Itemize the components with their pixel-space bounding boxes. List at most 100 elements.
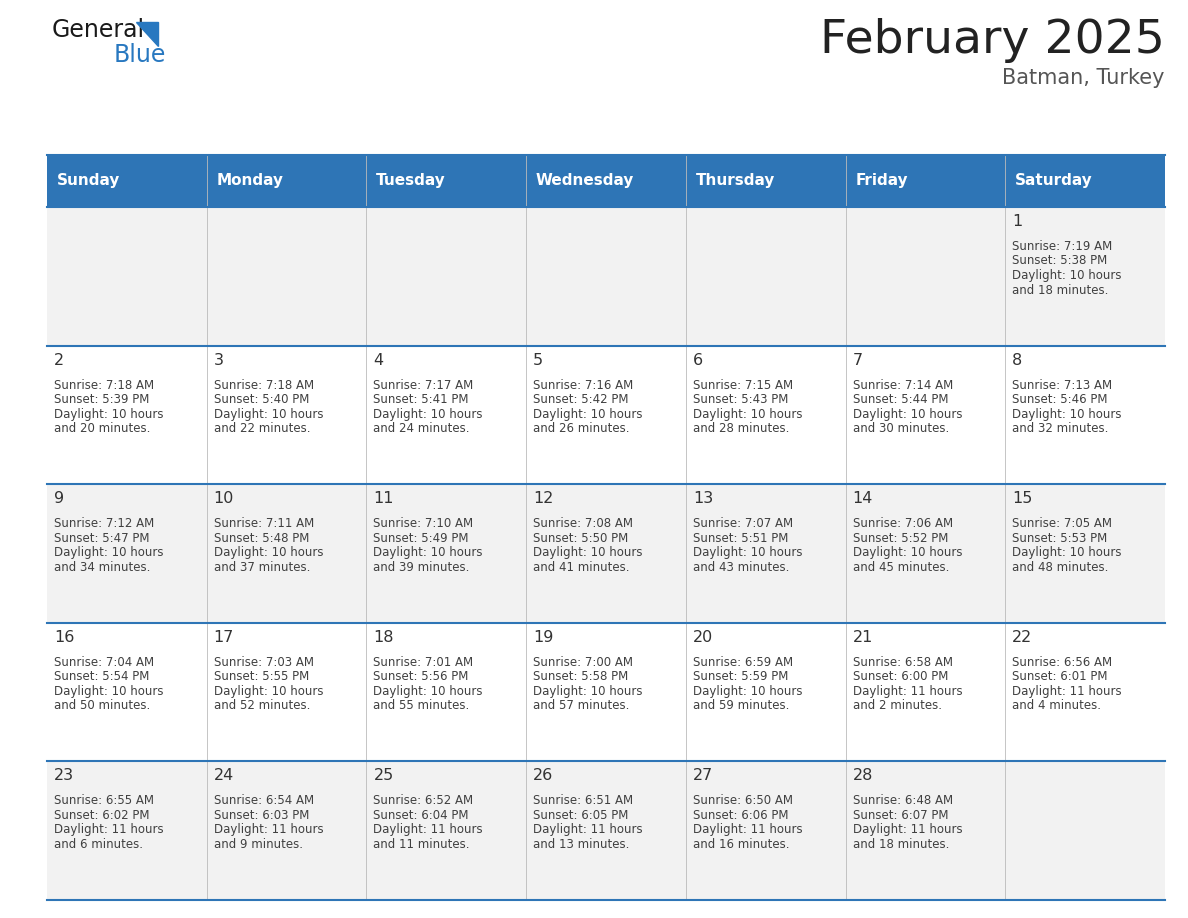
Polygon shape (135, 22, 158, 46)
Text: Daylight: 10 hours: Daylight: 10 hours (533, 408, 643, 420)
Text: Daylight: 10 hours: Daylight: 10 hours (53, 408, 164, 420)
Bar (48, 207, 1165, 345)
Text: 25: 25 (373, 768, 393, 783)
Text: and 20 minutes.: and 20 minutes. (53, 422, 151, 435)
Text: Daylight: 11 hours: Daylight: 11 hours (53, 823, 164, 836)
Text: Sunset: 6:04 PM: Sunset: 6:04 PM (373, 809, 469, 822)
Text: 10: 10 (214, 491, 234, 506)
Text: 16: 16 (53, 630, 75, 644)
Text: Sunrise: 7:14 AM: Sunrise: 7:14 AM (853, 378, 953, 392)
Text: and 24 minutes.: and 24 minutes. (373, 422, 470, 435)
Bar (526, 155, 685, 207)
Text: Sunset: 6:02 PM: Sunset: 6:02 PM (53, 809, 150, 822)
Text: Sunrise: 7:13 AM: Sunrise: 7:13 AM (1012, 378, 1112, 392)
Text: and 45 minutes.: and 45 minutes. (853, 561, 949, 574)
Text: and 18 minutes.: and 18 minutes. (1012, 284, 1108, 297)
Text: and 48 minutes.: and 48 minutes. (1012, 561, 1108, 574)
Text: and 41 minutes.: and 41 minutes. (533, 561, 630, 574)
Text: Thursday: Thursday (695, 174, 775, 188)
Text: Daylight: 11 hours: Daylight: 11 hours (853, 823, 962, 836)
Text: 21: 21 (853, 630, 873, 644)
Bar (685, 155, 846, 207)
Bar (48, 622, 1165, 761)
Text: and 37 minutes.: and 37 minutes. (214, 561, 310, 574)
Text: Sunset: 5:56 PM: Sunset: 5:56 PM (373, 670, 469, 683)
Text: Sunrise: 7:15 AM: Sunrise: 7:15 AM (693, 378, 792, 392)
Text: 20: 20 (693, 630, 713, 644)
Text: and 43 minutes.: and 43 minutes. (693, 561, 789, 574)
Text: Daylight: 10 hours: Daylight: 10 hours (693, 546, 802, 559)
Text: Sunrise: 6:58 AM: Sunrise: 6:58 AM (853, 655, 953, 669)
Text: Sunrise: 7:03 AM: Sunrise: 7:03 AM (214, 655, 314, 669)
Text: Daylight: 10 hours: Daylight: 10 hours (214, 408, 323, 420)
Text: Sunset: 5:42 PM: Sunset: 5:42 PM (533, 393, 628, 406)
Text: Sunset: 5:44 PM: Sunset: 5:44 PM (853, 393, 948, 406)
Text: Monday: Monday (216, 174, 283, 188)
Text: and 52 minutes.: and 52 minutes. (214, 700, 310, 712)
Text: 5: 5 (533, 353, 543, 367)
Text: Daylight: 10 hours: Daylight: 10 hours (214, 685, 323, 698)
Text: Daylight: 10 hours: Daylight: 10 hours (373, 685, 484, 698)
Text: 15: 15 (1012, 491, 1032, 506)
Text: Sunrise: 7:06 AM: Sunrise: 7:06 AM (853, 517, 953, 531)
Text: 7: 7 (853, 353, 862, 367)
Text: Daylight: 11 hours: Daylight: 11 hours (373, 823, 484, 836)
Text: Sunset: 5:39 PM: Sunset: 5:39 PM (53, 393, 150, 406)
Text: and 2 minutes.: and 2 minutes. (853, 700, 942, 712)
Text: 14: 14 (853, 491, 873, 506)
Text: Daylight: 10 hours: Daylight: 10 hours (53, 546, 164, 559)
Text: 19: 19 (533, 630, 554, 644)
Text: Sunset: 5:50 PM: Sunset: 5:50 PM (533, 532, 628, 544)
Text: and 39 minutes.: and 39 minutes. (373, 561, 469, 574)
Text: 1: 1 (1012, 214, 1023, 229)
Text: Sunrise: 6:55 AM: Sunrise: 6:55 AM (53, 794, 154, 808)
Text: 24: 24 (214, 768, 234, 783)
Text: Saturday: Saturday (1015, 174, 1093, 188)
Text: Sunset: 6:07 PM: Sunset: 6:07 PM (853, 809, 948, 822)
Text: Sunset: 6:05 PM: Sunset: 6:05 PM (533, 809, 628, 822)
Text: Sunset: 6:06 PM: Sunset: 6:06 PM (693, 809, 789, 822)
Text: 12: 12 (533, 491, 554, 506)
Text: Sunday: Sunday (57, 174, 120, 188)
Text: and 57 minutes.: and 57 minutes. (533, 700, 630, 712)
Text: Daylight: 11 hours: Daylight: 11 hours (853, 685, 962, 698)
Text: 13: 13 (693, 491, 713, 506)
Text: 23: 23 (53, 768, 74, 783)
Text: 2: 2 (53, 353, 64, 367)
Text: and 32 minutes.: and 32 minutes. (1012, 422, 1108, 435)
Text: Daylight: 10 hours: Daylight: 10 hours (373, 408, 484, 420)
Text: Sunrise: 6:54 AM: Sunrise: 6:54 AM (214, 794, 314, 808)
Text: Sunset: 6:03 PM: Sunset: 6:03 PM (214, 809, 309, 822)
Text: and 9 minutes.: and 9 minutes. (214, 838, 303, 851)
Text: Friday: Friday (855, 174, 908, 188)
Text: Sunset: 5:46 PM: Sunset: 5:46 PM (1012, 393, 1107, 406)
Text: Daylight: 10 hours: Daylight: 10 hours (533, 546, 643, 559)
Text: Sunset: 5:53 PM: Sunset: 5:53 PM (1012, 532, 1107, 544)
Text: Sunrise: 6:51 AM: Sunrise: 6:51 AM (533, 794, 633, 808)
Text: 17: 17 (214, 630, 234, 644)
Text: and 34 minutes.: and 34 minutes. (53, 561, 151, 574)
Text: Daylight: 11 hours: Daylight: 11 hours (693, 823, 802, 836)
Text: Sunrise: 7:01 AM: Sunrise: 7:01 AM (373, 655, 474, 669)
Text: Sunrise: 7:18 AM: Sunrise: 7:18 AM (53, 378, 154, 392)
Text: Sunrise: 7:12 AM: Sunrise: 7:12 AM (53, 517, 154, 531)
Text: 6: 6 (693, 353, 703, 367)
Text: Sunset: 5:59 PM: Sunset: 5:59 PM (693, 670, 788, 683)
Text: Tuesday: Tuesday (377, 174, 446, 188)
Bar (366, 155, 526, 207)
Text: Sunset: 5:40 PM: Sunset: 5:40 PM (214, 393, 309, 406)
Bar (846, 155, 1005, 207)
Text: Sunrise: 7:00 AM: Sunrise: 7:00 AM (533, 655, 633, 669)
Text: and 22 minutes.: and 22 minutes. (214, 422, 310, 435)
Text: Daylight: 10 hours: Daylight: 10 hours (533, 685, 643, 698)
Text: Daylight: 10 hours: Daylight: 10 hours (1012, 269, 1121, 282)
Text: Sunset: 5:49 PM: Sunset: 5:49 PM (373, 532, 469, 544)
Text: Batman, Turkey: Batman, Turkey (1003, 68, 1165, 88)
Text: Sunset: 6:00 PM: Sunset: 6:00 PM (853, 670, 948, 683)
Text: Sunset: 5:43 PM: Sunset: 5:43 PM (693, 393, 788, 406)
Text: 11: 11 (373, 491, 394, 506)
Bar (48, 345, 1165, 484)
Bar (207, 155, 366, 207)
Text: Daylight: 11 hours: Daylight: 11 hours (214, 823, 323, 836)
Text: 18: 18 (373, 630, 394, 644)
